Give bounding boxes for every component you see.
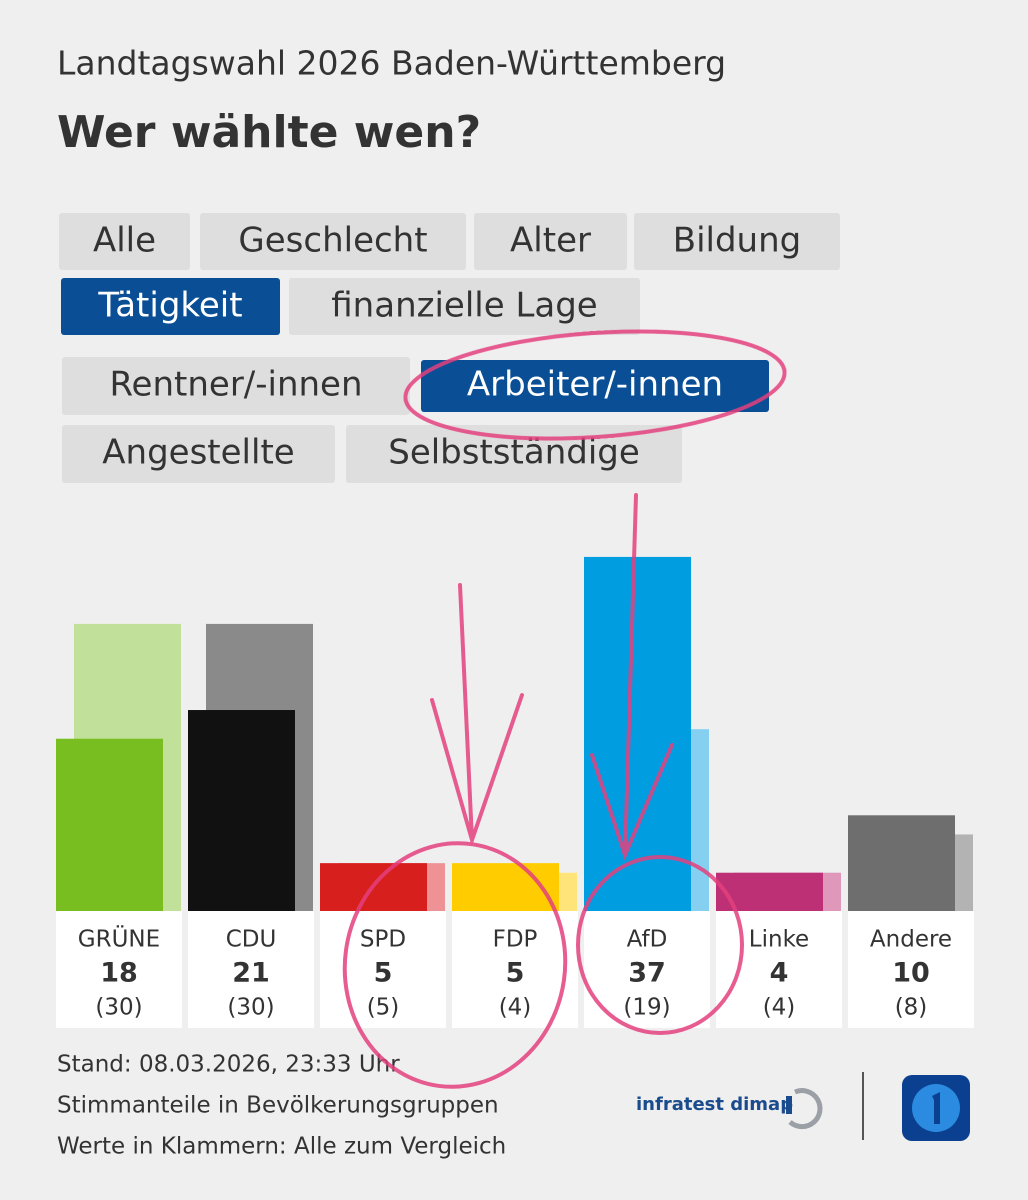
comparison-label: (30) bbox=[95, 995, 142, 1021]
tabs: Alle Geschlecht Alter Bildung Tätigkeit finan… bbox=[59, 213, 840, 483]
annotation-circle bbox=[576, 855, 744, 1035]
bar bbox=[188, 710, 295, 911]
footer-note: Stand: 08.03.2026, 23:33 Uhr bbox=[57, 1052, 400, 1078]
category-label: SPD bbox=[360, 927, 406, 953]
label-box bbox=[848, 911, 974, 1028]
tab-label[interactable]: finanzielle Lage bbox=[331, 286, 597, 326]
label-box bbox=[320, 911, 446, 1028]
tab[interactable] bbox=[474, 213, 627, 270]
label-box bbox=[188, 911, 314, 1028]
comparison-label: (19) bbox=[623, 995, 670, 1021]
subtab[interactable] bbox=[346, 425, 682, 483]
category-label: Andere bbox=[870, 927, 952, 953]
bar bbox=[584, 556, 691, 911]
category-label: CDU bbox=[226, 927, 277, 953]
subtab-label[interactable]: Rentner/-innen bbox=[109, 365, 362, 405]
value-label: 21 bbox=[232, 958, 270, 989]
category-label: AfD bbox=[627, 927, 668, 953]
tab-label[interactable]: Geschlecht bbox=[238, 221, 427, 261]
tab[interactable] bbox=[634, 213, 840, 270]
bar bbox=[56, 738, 163, 911]
category-label: FDP bbox=[493, 927, 538, 953]
tab[interactable] bbox=[200, 213, 466, 270]
comparison-label: (8) bbox=[895, 995, 928, 1021]
subtab[interactable] bbox=[62, 357, 410, 415]
annotation-arrow bbox=[430, 583, 524, 847]
tab-label[interactable]: Bildung bbox=[673, 221, 801, 261]
value-label: 5 bbox=[506, 958, 525, 989]
footer-note: Werte in Klammern: Alle zum Vergleich bbox=[57, 1134, 506, 1160]
ard-logo bbox=[932, 1092, 940, 1124]
annotation-circle bbox=[403, 329, 787, 441]
tab[interactable] bbox=[59, 213, 190, 270]
source-logo-icon bbox=[786, 1096, 792, 1114]
value-label: 37 bbox=[628, 958, 666, 989]
category-label: GRÜNE bbox=[78, 925, 160, 953]
subtab[interactable] bbox=[62, 425, 335, 483]
source-logo-icon bbox=[788, 1088, 823, 1130]
tab[interactable] bbox=[289, 278, 640, 335]
category-label: Linke bbox=[749, 927, 809, 953]
tab-label[interactable]: Alle bbox=[93, 221, 156, 261]
tab-label[interactable]: Tätigkeit bbox=[97, 286, 242, 326]
value-label: 18 bbox=[100, 958, 138, 989]
annotation-arrow bbox=[590, 493, 674, 861]
subtab-label[interactable]: Angestellte bbox=[102, 433, 294, 473]
footer: Stand: 08.03.2026, 23:33 Uhr Stimmanteile… bbox=[57, 1052, 970, 1160]
title: Wer wählte wen? bbox=[57, 107, 481, 158]
annotations bbox=[342, 329, 787, 1089]
comparison-label: (30) bbox=[227, 995, 274, 1021]
value-label: 10 bbox=[892, 958, 930, 989]
comparison-label: (4) bbox=[763, 995, 796, 1021]
value-label: 5 bbox=[374, 958, 393, 989]
comparison-label: (5) bbox=[367, 995, 400, 1021]
value-label: 4 bbox=[770, 958, 789, 989]
supertitle: Landtagswahl 2026 Baden-Württemberg bbox=[57, 44, 726, 83]
subtab-label[interactable]: Arbeiter/-innen bbox=[467, 365, 723, 405]
source-logo: infratest dimap bbox=[636, 1094, 793, 1115]
subtab[interactable] bbox=[421, 360, 769, 412]
comparison-label: (4) bbox=[499, 995, 532, 1021]
bar bbox=[848, 815, 955, 911]
label-box bbox=[56, 911, 182, 1028]
footer-note: Stimmanteile in Bevölkerungsgruppen bbox=[57, 1093, 499, 1119]
tab[interactable] bbox=[61, 278, 280, 335]
tab-label[interactable]: Alter bbox=[510, 221, 591, 261]
